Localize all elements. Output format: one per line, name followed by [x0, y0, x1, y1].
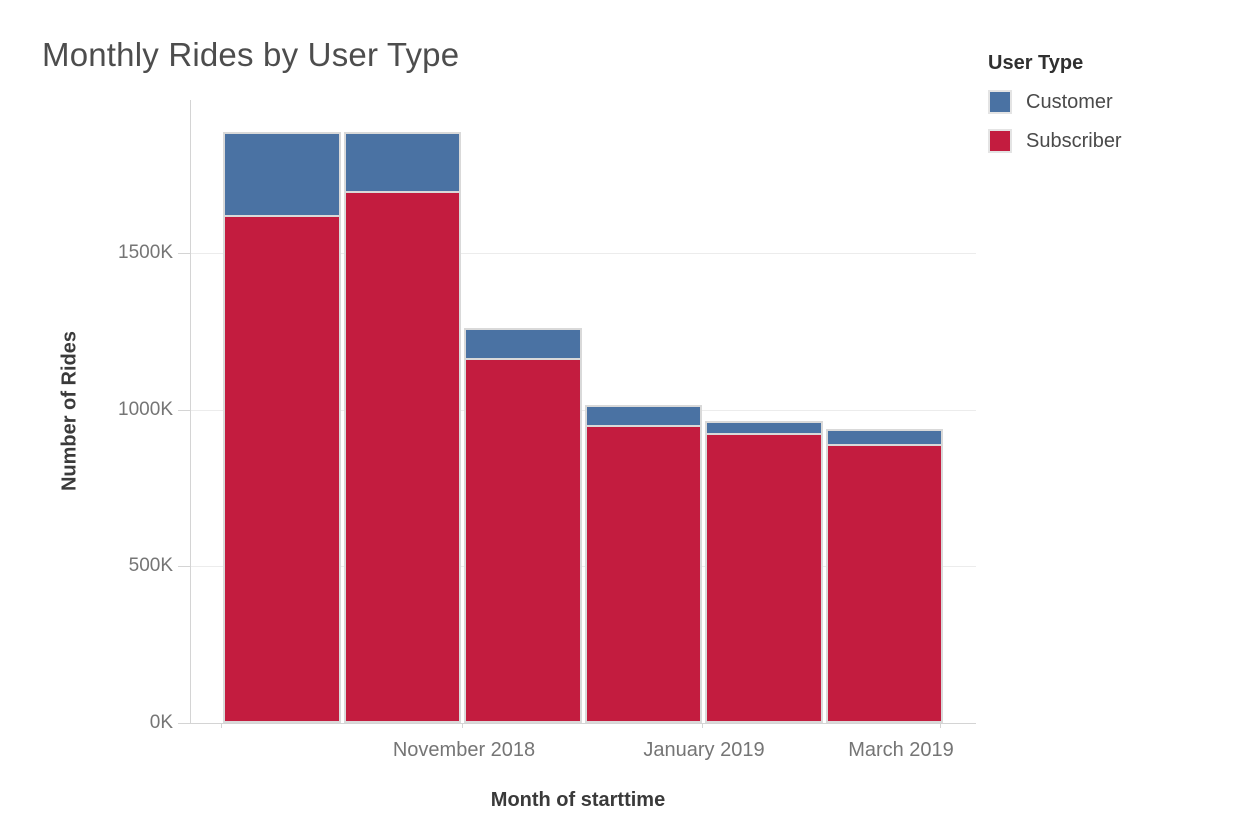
bar-segment-customer-february-2019[interactable] — [705, 420, 823, 433]
y-tick-label-0k: 0K — [149, 712, 173, 733]
bar-january-2019[interactable] — [584, 404, 702, 723]
bar-february-2019[interactable] — [705, 420, 823, 723]
legend-swatch-customer[interactable] — [988, 90, 1012, 114]
y-tick-mark-0k — [178, 723, 191, 724]
bar-segment-subscriber-december-2018[interactable] — [464, 357, 582, 723]
bar-segment-subscriber-march-2019[interactable] — [825, 444, 943, 723]
y-tick-label-1500k: 1500K — [118, 242, 173, 263]
bar-segment-customer-october-2018[interactable] — [223, 132, 341, 216]
legend-items: Customer Subscriber — [988, 90, 1228, 153]
plot-area: 0K 500K 1000K 1500K November 2018 January 201… — [118, 100, 976, 761]
legend: User Type Customer Subscriber — [988, 52, 1228, 153]
bar-segment-customer-november-2018[interactable] — [343, 132, 461, 191]
x-tick-label-november-2018: November 2018 — [392, 739, 536, 761]
bar-march-2019[interactable] — [825, 429, 943, 723]
legend-item-customer[interactable]: Customer — [988, 90, 1228, 114]
y-tick-mark-500k — [178, 566, 191, 568]
legend-title: User Type — [988, 52, 1084, 74]
legend-swatch-subscriber[interactable] — [988, 129, 1012, 153]
x-tick-mark-1 — [461, 723, 463, 728]
legend-item-subscriber[interactable]: Subscriber — [988, 129, 1228, 153]
legend-label-customer: Customer — [1026, 90, 1113, 113]
bar-segment-customer-january-2019[interactable] — [584, 404, 702, 426]
gridline-500k — [191, 566, 976, 568]
y-tick-mark-1000k — [178, 409, 191, 411]
x-tick-mark-3 — [940, 723, 941, 728]
y-tick-mark-1500k — [178, 253, 191, 254]
x-tick-label-january-2019: January 2019 — [643, 739, 765, 761]
x-tick-label-march-2019: March 2019 — [848, 739, 954, 761]
y-tick-label-1000k: 1000K — [118, 398, 173, 420]
gridline-1000k — [191, 409, 976, 411]
bar-october-2018[interactable] — [223, 132, 341, 723]
gridline-1500k — [191, 253, 976, 254]
legend-label-subscriber: Subscriber — [1026, 129, 1122, 152]
bar-segment-subscriber-october-2018[interactable] — [223, 215, 341, 723]
x-axis-title: Month of starttime — [490, 789, 666, 811]
bar-segment-subscriber-february-2019[interactable] — [705, 432, 823, 723]
chart-title: Monthly Rides by User Type — [42, 36, 460, 73]
x-tick-mark-2 — [702, 723, 703, 728]
bar-segment-subscriber-november-2018[interactable] — [343, 190, 461, 723]
bar-segment-customer-december-2018[interactable] — [464, 327, 582, 358]
y-tick-label-500k: 500K — [128, 555, 173, 577]
y-axis-title: Number of Rides — [58, 330, 81, 492]
bar-segment-subscriber-january-2019[interactable] — [584, 425, 702, 723]
bar-november-2018[interactable] — [343, 132, 461, 723]
bar-segment-customer-march-2019[interactable] — [825, 429, 943, 445]
x-tick-mark-0 — [221, 723, 222, 728]
bar-december-2018[interactable] — [464, 327, 582, 723]
